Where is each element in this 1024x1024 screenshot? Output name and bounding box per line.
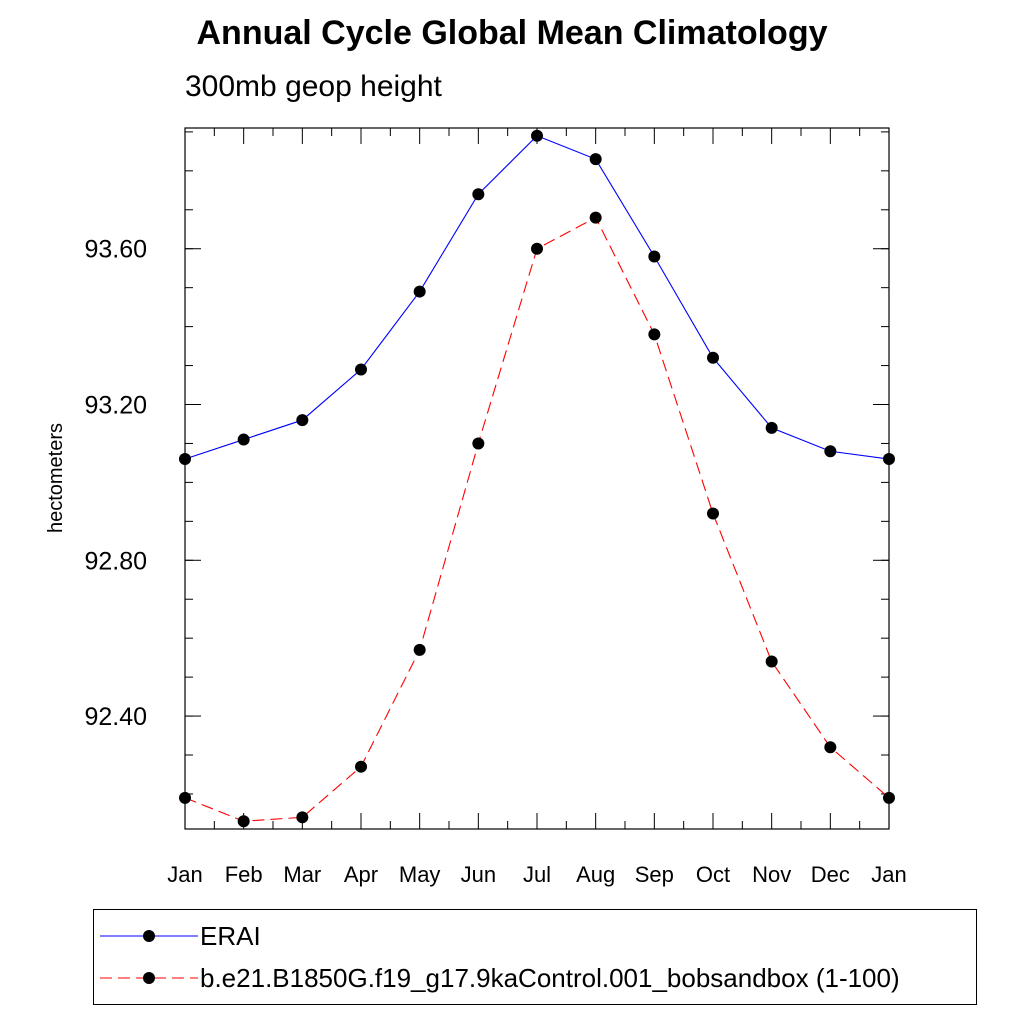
legend-item-model: b.e21.B1850G.f19_g17.9kaControl.001_bobs… [94,958,900,998]
plot-frame [184,127,890,830]
x-tick-label: Jun [461,862,496,887]
data-point-erai [707,351,719,364]
data-point-model [648,328,661,341]
chart-title: Annual Cycle Global Mean Climatology [196,14,828,52]
series-line-model [184,216,890,822]
legend-label-model: b.e21.B1850G.f19_g17.9kaControl.001_bobs… [200,962,900,993]
x-tick-label: Aug [576,862,615,887]
data-point-model [179,791,191,804]
chart-subtitle: 300mb geop height [185,70,442,103]
data-point-erai [824,445,837,458]
y-tick-label: 93.20 [84,392,147,420]
series-line-erai [184,135,890,460]
data-point-model [472,437,485,450]
x-tick-label: Sep [635,862,674,887]
data-point-erai [531,129,543,142]
legend-swatch-model [100,972,198,984]
x-tick-label: Apr [344,862,378,887]
data-point-model [296,811,309,824]
data-point-erai [883,453,895,466]
y-tick-label: 92.40 [84,703,147,731]
x-tick-label: Mar [283,862,321,887]
y-tick-label: 92.80 [84,547,147,575]
data-point-model [707,507,719,520]
data-point-model [413,643,426,656]
line-chart: Jan Feb Mar Apr May Jun Jul Aug Sep Oct Nov Dec Jan 9… [45,127,907,887]
data-point-erai [355,363,367,376]
data-point-model [531,242,543,255]
data-point-model [824,741,837,754]
data-point-model [237,815,250,828]
x-tick-label: Jan [167,862,202,887]
x-tick-label: Nov [752,862,791,887]
data-point-model [883,791,895,804]
data-point-model [355,760,367,773]
x-tick-label: Oct [696,862,730,887]
legend-label-erai: ERAI [200,920,261,951]
data-point-erai [237,433,250,446]
data-point-erai [765,421,778,434]
x-tick-label: Jul [523,862,551,887]
x-tick-label: Feb [225,862,263,887]
legend-item-erai: ERAI [94,916,261,956]
data-point-erai [413,285,426,298]
x-tick-label: Jan [871,862,906,887]
data-point-erai [472,188,485,201]
data-point-erai [648,250,661,263]
x-tick-label: Dec [811,862,850,887]
data-point-erai [179,453,191,466]
y-tick-label: 93.60 [84,236,147,264]
data-point-model [765,655,778,668]
data-point-erai [589,153,602,166]
data-point-model [589,211,602,224]
legend: ERAI b.e21.B1850G.f19_g17.9kaControl.001… [93,909,977,1005]
legend-swatch-erai [100,930,198,942]
x-tick-label: May [399,862,441,887]
data-point-erai [296,414,309,427]
y-axis-label: hectometers [45,423,67,533]
